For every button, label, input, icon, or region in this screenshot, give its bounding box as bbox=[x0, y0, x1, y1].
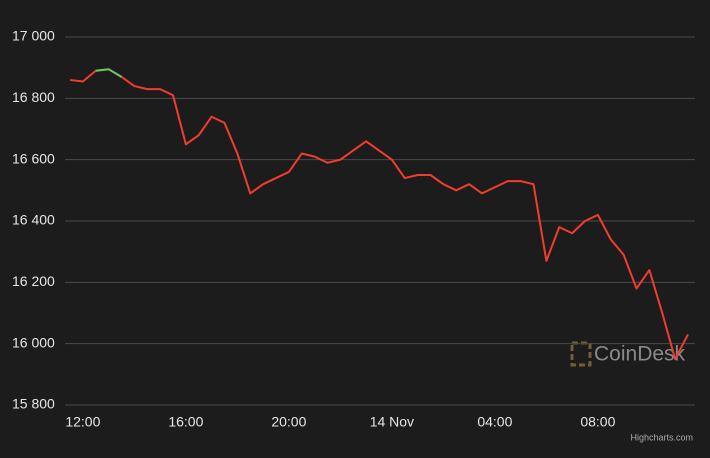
x-tick-label: 08:00 bbox=[580, 414, 615, 430]
up-segment bbox=[108, 68, 123, 78]
x-tick-label: 14 Nov bbox=[370, 414, 414, 430]
y-tick-label: 15 800 bbox=[12, 396, 55, 412]
price-line bbox=[69, 68, 689, 360]
y-tick-label: 16 400 bbox=[12, 212, 55, 228]
up-segment bbox=[95, 68, 109, 72]
watermark: CoinDesk bbox=[594, 343, 686, 366]
credit[interactable]: Highcharts.com bbox=[630, 432, 693, 442]
x-tick-label: 16:00 bbox=[168, 414, 203, 430]
y-tick-label: 16 000 bbox=[12, 334, 55, 350]
y-tick-label: 16 200 bbox=[12, 273, 55, 289]
y-tick-label: 17 000 bbox=[12, 28, 55, 44]
x-tick-label: 20:00 bbox=[271, 414, 306, 430]
x-tick-label: 12:00 bbox=[65, 414, 100, 430]
x-tick-label: 04:00 bbox=[477, 414, 512, 430]
y-tick-label: 16 600 bbox=[12, 150, 55, 166]
y-tick-label: 16 800 bbox=[12, 89, 55, 105]
watermark-logo bbox=[570, 341, 592, 367]
